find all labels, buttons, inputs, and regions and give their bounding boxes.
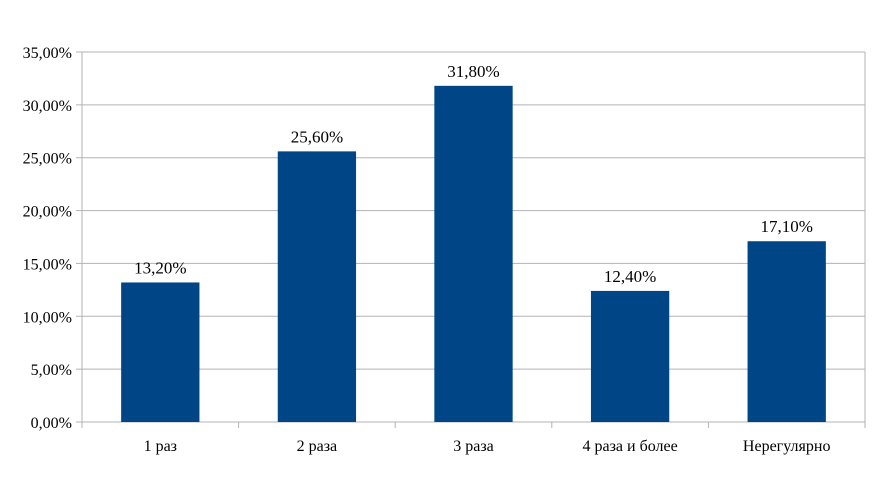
bar-0 (121, 282, 200, 422)
bar-2 (434, 85, 513, 422)
y-axis-ticks: 0,00% 5,00% 10,00% 15,00% 20,00% 25,00% 30,00%… (23, 45, 72, 432)
data-label-4: 17,10% (760, 217, 812, 236)
data-label-3: 12,40% (604, 267, 656, 286)
x-category-label-0: 1 раз (144, 438, 177, 455)
y-tick-label-0: 0,00% (31, 415, 72, 432)
bar-3 (590, 290, 670, 422)
y-tick-label-3: 15,00% (23, 256, 72, 273)
y-tick-label-4: 20,00% (23, 204, 72, 221)
x-category-label-4: Нерегулярно (743, 438, 831, 455)
bars (121, 85, 826, 422)
data-label-0: 13,20% (134, 258, 186, 277)
y-tick-label-7: 35,00% (23, 45, 72, 62)
x-category-label-2: 3 раза (453, 438, 494, 455)
x-category-label-3: 4 раза и более (582, 438, 677, 455)
data-labels: 13,20% 25,60% 31,80% 12,40% 17,10% (134, 62, 813, 286)
x-axis-categories: 1 раз 2 раза 3 раза 4 раза и более Нерегуляр… (144, 438, 831, 455)
bar-1 (277, 151, 357, 422)
bar-4 (747, 241, 826, 422)
x-category-label-1: 2 раза (297, 438, 338, 455)
y-tick-label-2: 10,00% (23, 309, 72, 326)
y-tick-label-5: 25,00% (23, 151, 72, 168)
data-label-2: 31,80% (447, 62, 499, 81)
y-tick-label-6: 30,00% (23, 98, 72, 115)
data-label-1: 25,60% (291, 127, 343, 146)
y-tick-label-1: 5,00% (31, 362, 72, 379)
